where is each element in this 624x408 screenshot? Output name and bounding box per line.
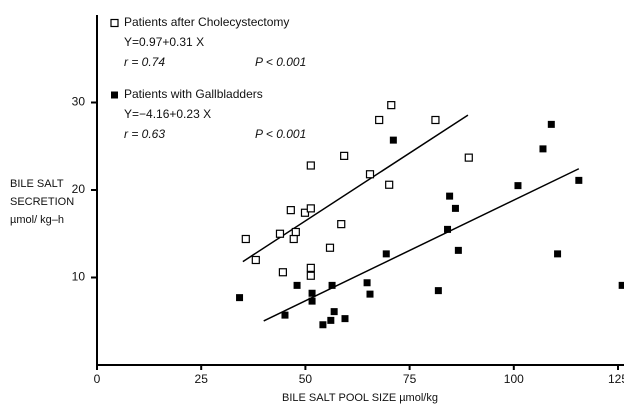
point (434, 287, 442, 295)
point (365, 170, 375, 179)
point (618, 281, 624, 289)
point (514, 182, 522, 190)
point (306, 204, 315, 213)
y-axis-label: µmol/ kg–h (10, 214, 64, 226)
point (330, 308, 338, 316)
y-tick-label: 10 (72, 270, 86, 284)
point (431, 115, 440, 125)
point (382, 250, 390, 258)
point (308, 289, 316, 297)
point (325, 243, 335, 252)
point (327, 316, 335, 324)
point (236, 294, 244, 302)
legend-label: Patients after Cholecystectomy (124, 15, 289, 29)
y-tick-label: 20 (72, 182, 86, 196)
point (451, 204, 459, 212)
point (464, 153, 473, 162)
point (385, 180, 394, 189)
point (366, 290, 374, 298)
point (446, 192, 454, 200)
legend-marker (111, 91, 118, 99)
p-value: P < 0.001 (255, 55, 306, 69)
point (539, 145, 547, 153)
x-tick-label: 50 (299, 372, 313, 386)
point (375, 115, 384, 125)
point (389, 136, 397, 144)
x-axis-label: BILE SALT POOL SIZE µmol/kg (282, 392, 438, 404)
legend-label: Patients with Gallbladders (124, 87, 263, 101)
point (340, 151, 349, 160)
p-value: P < 0.001 (255, 127, 306, 141)
x-tick-label: 75 (403, 372, 417, 386)
x-tick-label: 0 (94, 372, 101, 386)
point (319, 321, 327, 329)
point (306, 271, 315, 280)
point (454, 246, 462, 254)
y-axis-label: BILE SALT (10, 178, 64, 190)
r-value: r = 0.74 (124, 55, 165, 69)
point (289, 234, 298, 244)
point (363, 279, 371, 287)
y-axis-label: SECRETION (10, 196, 74, 208)
point (293, 281, 301, 289)
point (328, 281, 336, 289)
x-tick-label: 125 (608, 372, 624, 386)
point (337, 220, 346, 229)
point (281, 311, 289, 319)
point (554, 250, 562, 258)
point (308, 297, 316, 305)
legend-marker (110, 18, 119, 28)
r-value: r = 0.63 (124, 127, 165, 141)
point (286, 206, 295, 215)
point (444, 225, 452, 233)
x-tick-label: 100 (504, 372, 524, 386)
point (575, 176, 583, 184)
equation: Y=0.97+0.31 X (124, 35, 204, 49)
point (306, 161, 315, 170)
point (547, 120, 555, 128)
point (251, 255, 260, 265)
point (275, 229, 285, 238)
point (341, 315, 349, 323)
point (300, 208, 310, 217)
equation: Y=−4.16+0.23 X (124, 107, 211, 121)
fit-line (263, 168, 580, 322)
point (241, 234, 250, 244)
y-tick-label: 30 (72, 95, 86, 109)
point (306, 263, 315, 272)
point (291, 227, 300, 237)
point (278, 268, 287, 277)
x-tick-label: 25 (195, 372, 209, 386)
point (387, 101, 396, 110)
